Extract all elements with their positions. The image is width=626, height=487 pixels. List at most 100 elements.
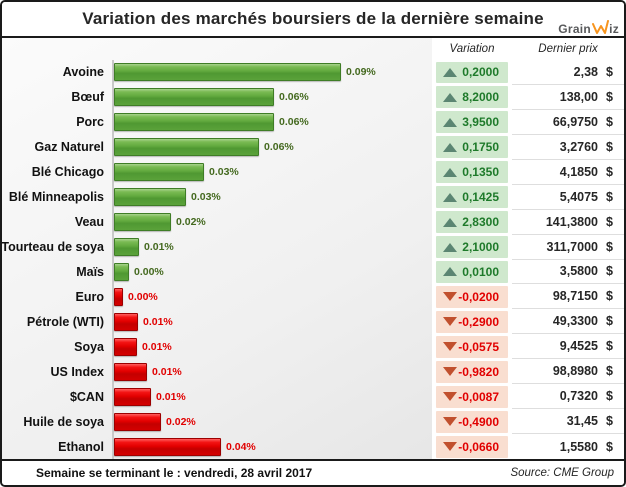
price-value: 1,5580 [559,439,598,454]
variation-cell: 0,2000 [432,60,512,85]
value-bar [114,387,151,406]
variation-value: 2,8300 [462,215,499,230]
bar-track: 0.01% [112,359,432,385]
bar-value-label: 0.00% [134,265,164,278]
variation-cell: 0,1750 [432,134,512,160]
variation-value: -0,0087 [458,389,499,404]
row-label: Maïs [76,264,104,279]
price-value: 4,1850 [559,164,598,179]
bar-value-label: 0.04% [226,440,256,453]
table-row: Blé Chicago 0.03% 0,1350 4,1850 $ [2,159,624,185]
row-label: Pétrole (WTI) [26,314,104,329]
currency-symbol: $ [606,89,613,104]
variation-cell: 3,9500 [432,109,512,135]
currency-symbol: $ [606,314,613,329]
variation-chip: 3,9500 [436,111,508,134]
currency-symbol: $ [606,389,613,404]
price-cell: 3,5800 $ [512,259,624,285]
column-header-last-price: Dernier prix [512,38,624,60]
variation-value: 2,1000 [462,240,499,255]
bar-track: 0.01% [112,334,432,360]
bar-track: 0.06% [112,109,432,135]
chart-body: Variation Dernier prix Avoine 0.09% 0,20… [2,38,624,459]
variation-cell: -0,0575 [432,334,512,360]
bar-value-label: 0.01% [152,365,182,378]
row-label: Bœuf [71,90,104,105]
table-row: $CAN 0.01% -0,0087 0,7320 $ [2,384,624,410]
table-row: Pétrole (WTI) 0.01% -0,2900 49,3300 $ [2,309,624,335]
table-row: US Index 0.01% -0,9820 98,8980 $ [2,359,624,385]
currency-symbol: $ [606,189,613,204]
variation-chip: -0,2900 [436,310,508,333]
price-cell: 4,1850 $ [512,159,624,185]
bar-value-label: 0.09% [346,66,376,79]
currency-symbol: $ [606,139,613,154]
up-triangle-icon [443,142,457,152]
row-label: Porc [76,115,104,130]
title-bar: Variation des marchés boursiers de la de… [2,2,624,38]
logo-text-iz: iz [609,22,619,36]
variation-chip: -0,0660 [436,435,508,458]
table-row: Avoine 0.09% 0,2000 2,38 $ [2,60,624,85]
currency-symbol: $ [606,264,613,279]
currency-symbol: $ [606,364,613,379]
price-cell: 0,7320 $ [512,384,624,410]
variation-cell: 2,1000 [432,234,512,260]
price-value: 3,2760 [559,139,598,154]
bar-track: 0.04% [112,434,432,459]
table-row: Euro 0.00% -0,0200 98,7150 $ [2,284,624,310]
row-label: Euro [75,289,104,304]
bar-track: 0.03% [112,184,432,210]
variation-chip: 0,2000 [436,61,508,84]
bar-value-label: 0.02% [166,415,196,428]
up-triangle-icon [443,167,457,177]
header-spacer-labels [2,38,112,60]
bar-track: 0.02% [112,409,432,435]
bar-value-label: 0.01% [156,390,186,403]
price-cell: 31,45 $ [512,409,624,435]
bar-value-label: 0.00% [128,290,158,303]
bar-value-label: 0.01% [143,315,173,328]
price-value: 0,7320 [559,389,598,404]
bar-track: 0.01% [112,309,432,335]
down-triangle-icon [443,417,457,427]
bar-track: 0.01% [112,384,432,410]
price-value: 5,4075 [559,189,598,204]
bar-chart-table: Avoine 0.09% 0,2000 2,38 $ Bœuf 0.06% 8,… [2,60,624,459]
table-row: Porc 0.06% 3,9500 66,9750 $ [2,109,624,135]
currency-symbol: $ [606,339,613,354]
value-bar [114,287,123,306]
bar-value-label: 0.03% [191,191,221,204]
variation-value: 0,2000 [462,65,499,80]
variation-chip: 2,1000 [436,236,508,258]
down-triangle-icon [443,292,457,302]
down-triangle-icon [443,442,457,452]
value-bar [114,163,204,182]
price-value: 3,5800 [559,264,598,279]
price-cell: 1,5580 $ [512,434,624,459]
variation-value: -0,9820 [458,364,499,379]
row-label: Blé Minneapolis [8,190,104,205]
column-header-row: Variation Dernier prix [2,38,624,60]
up-triangle-icon [443,242,457,252]
price-value: 9,4525 [559,339,598,354]
value-bar [114,262,129,281]
price-value: 98,7150 [552,289,598,304]
variation-value: 0,1350 [462,165,499,180]
variation-chip: -0,0575 [436,335,508,358]
bar-track: 0.09% [112,60,432,85]
price-value: 66,9750 [552,114,598,129]
currency-symbol: $ [606,214,613,229]
value-bar [114,337,137,356]
currency-symbol: $ [606,164,613,179]
grainwiz-logo: Grain iz [558,20,619,35]
row-label: $CAN [69,389,104,404]
currency-symbol: $ [606,289,613,304]
variation-cell: -0,0200 [432,284,512,310]
price-cell: 9,4525 $ [512,334,624,360]
variation-cell: 0,1350 [432,159,512,185]
value-bar [114,63,341,82]
variation-chip: -0,0087 [436,385,508,408]
price-value: 141,3800 [545,214,598,229]
row-label: US Index [50,364,105,379]
